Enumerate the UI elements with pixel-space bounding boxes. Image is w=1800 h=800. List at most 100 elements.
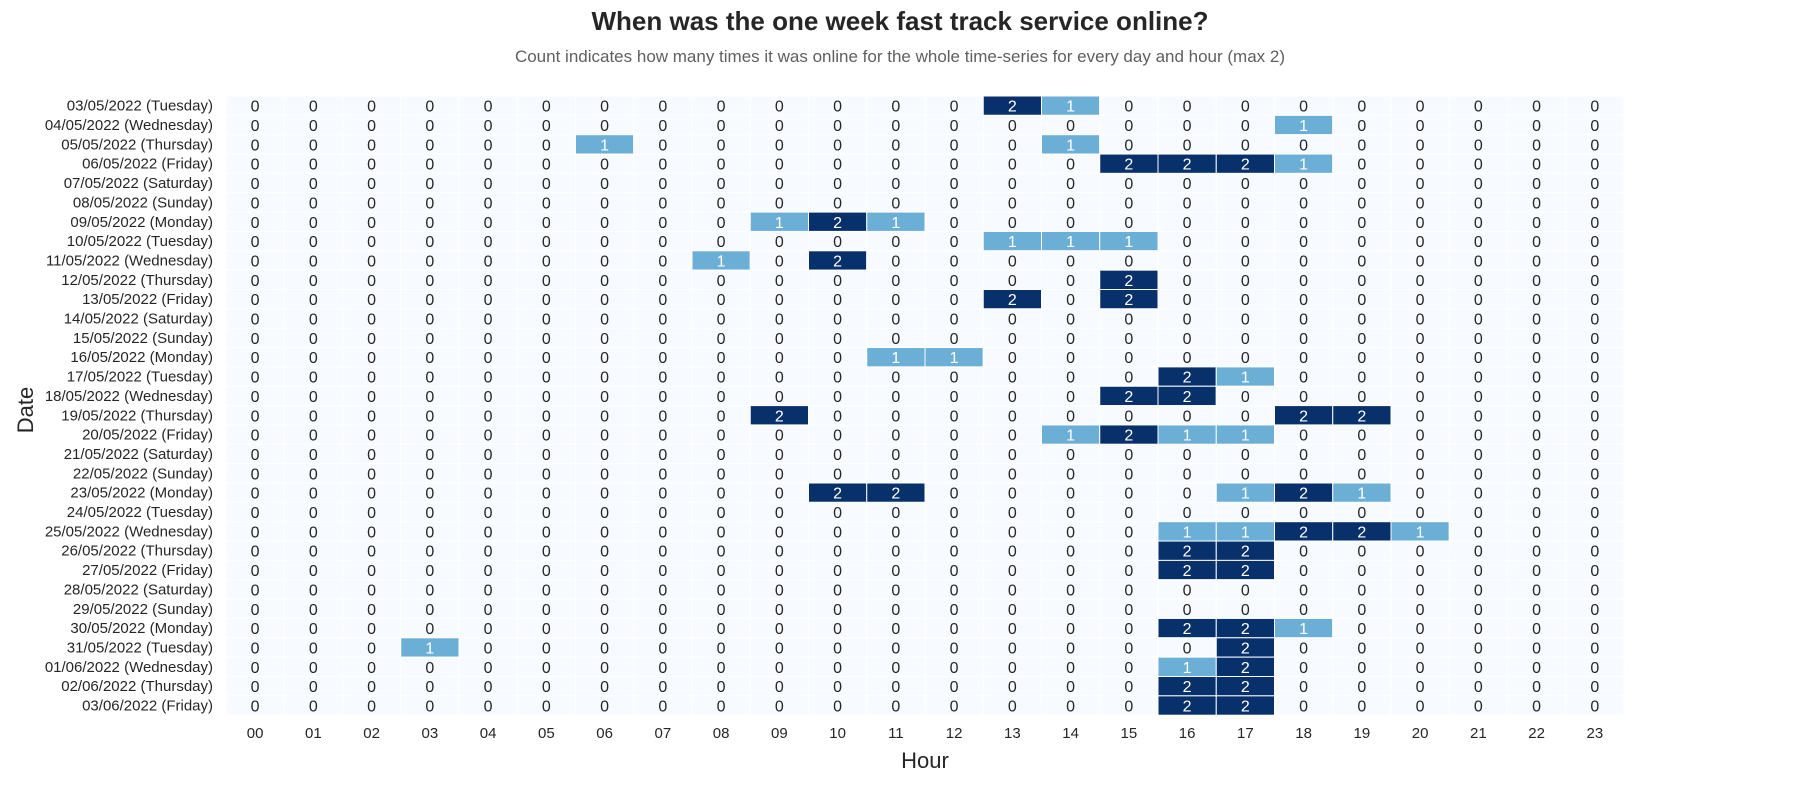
cell-value-label: 0 bbox=[1299, 99, 1308, 116]
cell-value-label: 0 bbox=[1416, 137, 1425, 154]
cell-value-label: 0 bbox=[367, 331, 376, 348]
y-tick-label: 02/06/2022 (Thursday) bbox=[61, 678, 213, 695]
cell-value-label: 0 bbox=[1299, 331, 1308, 348]
cell-value-label: 0 bbox=[1008, 389, 1017, 406]
cell-value-label: 0 bbox=[1532, 137, 1541, 154]
cell-value-label: 0 bbox=[1416, 640, 1425, 657]
cell-value-label: 0 bbox=[309, 137, 318, 154]
cell-value-label: 0 bbox=[542, 466, 551, 483]
cell-value-label: 0 bbox=[484, 582, 493, 599]
cell-value-label: 0 bbox=[950, 428, 959, 445]
cell-value-label: 0 bbox=[1066, 408, 1075, 425]
cell-value-label: 0 bbox=[950, 447, 959, 464]
cell-value-label: 0 bbox=[484, 99, 493, 116]
cell-value-label: 0 bbox=[658, 524, 667, 541]
cell-value-label: 0 bbox=[833, 176, 842, 193]
cell-value-label: 0 bbox=[950, 563, 959, 580]
cell-value-label: 0 bbox=[950, 312, 959, 329]
cell-value-label: 0 bbox=[1474, 370, 1483, 387]
cell-value-label: 0 bbox=[542, 215, 551, 232]
cell-value-label: 0 bbox=[1474, 640, 1483, 657]
cell-value-label: 0 bbox=[1416, 679, 1425, 696]
cell-value-label: 2 bbox=[1124, 157, 1133, 174]
cell-value-label: 2 bbox=[833, 215, 842, 232]
cell-value-label: 0 bbox=[251, 602, 260, 619]
cell-value-label: 0 bbox=[600, 679, 609, 696]
cell-value-label: 0 bbox=[658, 389, 667, 406]
cell-value-label: 0 bbox=[833, 195, 842, 212]
cell-value-label: 0 bbox=[1241, 234, 1250, 251]
cell-value-label: 0 bbox=[367, 505, 376, 522]
cell-value-label: 0 bbox=[484, 660, 493, 677]
cell-value-label: 0 bbox=[950, 99, 959, 116]
cell-value-label: 0 bbox=[542, 137, 551, 154]
cell-value-label: 0 bbox=[775, 602, 784, 619]
cell-value-label: 0 bbox=[367, 99, 376, 116]
x-tick-label: 16 bbox=[1179, 725, 1196, 742]
cell-value-label: 0 bbox=[1532, 660, 1541, 677]
cell-value-label: 0 bbox=[1590, 544, 1599, 561]
cell-value-label: 0 bbox=[1474, 524, 1483, 541]
cell-value-label: 0 bbox=[950, 331, 959, 348]
y-tick-label: 13/05/2022 (Friday) bbox=[82, 291, 213, 308]
cell-value-label: 0 bbox=[542, 524, 551, 541]
cell-value-label: 0 bbox=[950, 195, 959, 212]
cell-value-label: 0 bbox=[425, 370, 434, 387]
cell-value-label: 1 bbox=[425, 640, 434, 657]
cell-value-label: 0 bbox=[425, 466, 434, 483]
cell-value-label: 0 bbox=[309, 602, 318, 619]
cell-value-label: 0 bbox=[1183, 234, 1192, 251]
cell-value-label: 2 bbox=[1241, 699, 1250, 716]
cell-value-label: 0 bbox=[1241, 99, 1250, 116]
cell-value-label: 0 bbox=[309, 195, 318, 212]
cell-value-label: 0 bbox=[950, 370, 959, 387]
cell-value-label: 0 bbox=[542, 350, 551, 367]
cell-value-label: 0 bbox=[1066, 544, 1075, 561]
cell-value-label: 0 bbox=[1124, 215, 1133, 232]
cell-value-label: 0 bbox=[717, 99, 726, 116]
cell-value-label: 0 bbox=[600, 428, 609, 445]
cell-value-label: 0 bbox=[542, 99, 551, 116]
cell-value-label: 0 bbox=[658, 118, 667, 135]
cell-value-label: 0 bbox=[1066, 176, 1075, 193]
cell-value-label: 0 bbox=[600, 408, 609, 425]
cell-value-label: 0 bbox=[1183, 331, 1192, 348]
cell-value-label: 0 bbox=[1124, 137, 1133, 154]
cell-value-label: 0 bbox=[251, 408, 260, 425]
cell-value-label: 0 bbox=[1124, 312, 1133, 329]
cell-value-label: 0 bbox=[1008, 621, 1017, 638]
cell-value-label: 0 bbox=[1299, 544, 1308, 561]
cell-value-label: 0 bbox=[1299, 176, 1308, 193]
cell-value-label: 0 bbox=[542, 563, 551, 580]
cell-value-label: 0 bbox=[1590, 640, 1599, 657]
y-tick-label: 18/05/2022 (Wednesday) bbox=[45, 388, 213, 405]
cell-value-label: 1 bbox=[891, 215, 900, 232]
cell-value-label: 0 bbox=[891, 195, 900, 212]
cell-value-label: 0 bbox=[1241, 292, 1250, 309]
cell-value-label: 2 bbox=[1124, 389, 1133, 406]
y-tick-label: 03/06/2022 (Friday) bbox=[82, 698, 213, 715]
cell-value-label: 0 bbox=[309, 505, 318, 522]
cell-value-label: 0 bbox=[600, 370, 609, 387]
cell-value-label: 0 bbox=[309, 699, 318, 716]
y-tick-label: 25/05/2022 (Wednesday) bbox=[45, 523, 213, 540]
cell-value-label: 0 bbox=[1590, 273, 1599, 290]
cell-value-label: 0 bbox=[309, 428, 318, 445]
cell-value-label: 0 bbox=[309, 176, 318, 193]
cell-value-label: 0 bbox=[833, 157, 842, 174]
cell-value-label: 0 bbox=[1532, 370, 1541, 387]
y-tick-label: 11/05/2022 (Wednesday) bbox=[46, 252, 213, 269]
cell-value-label: 0 bbox=[658, 699, 667, 716]
heatmap-cells: 0 0 0 0 0 0 0 0 0 0 0 0 0 2 1 0 0 0 0 0 0 0 0 0 0 0 0 0 0 0 0 0 0 0 0 0 0 0 0 0… bbox=[225, 95, 1625, 716]
cell-value-label: 0 bbox=[717, 563, 726, 580]
cell-value-label: 0 bbox=[309, 370, 318, 387]
cell-value-label: 0 bbox=[542, 234, 551, 251]
cell-value-label: 1 bbox=[1183, 524, 1192, 541]
cell-value-label: 1 bbox=[1241, 524, 1250, 541]
cell-value-label: 0 bbox=[1532, 195, 1541, 212]
cell-value-label: 0 bbox=[717, 602, 726, 619]
chart-subtitle: Count indicates how many times it was on… bbox=[514, 47, 1286, 66]
cell-value-label: 0 bbox=[658, 292, 667, 309]
cell-value-label: 0 bbox=[1416, 195, 1425, 212]
cell-value-label: 0 bbox=[542, 660, 551, 677]
